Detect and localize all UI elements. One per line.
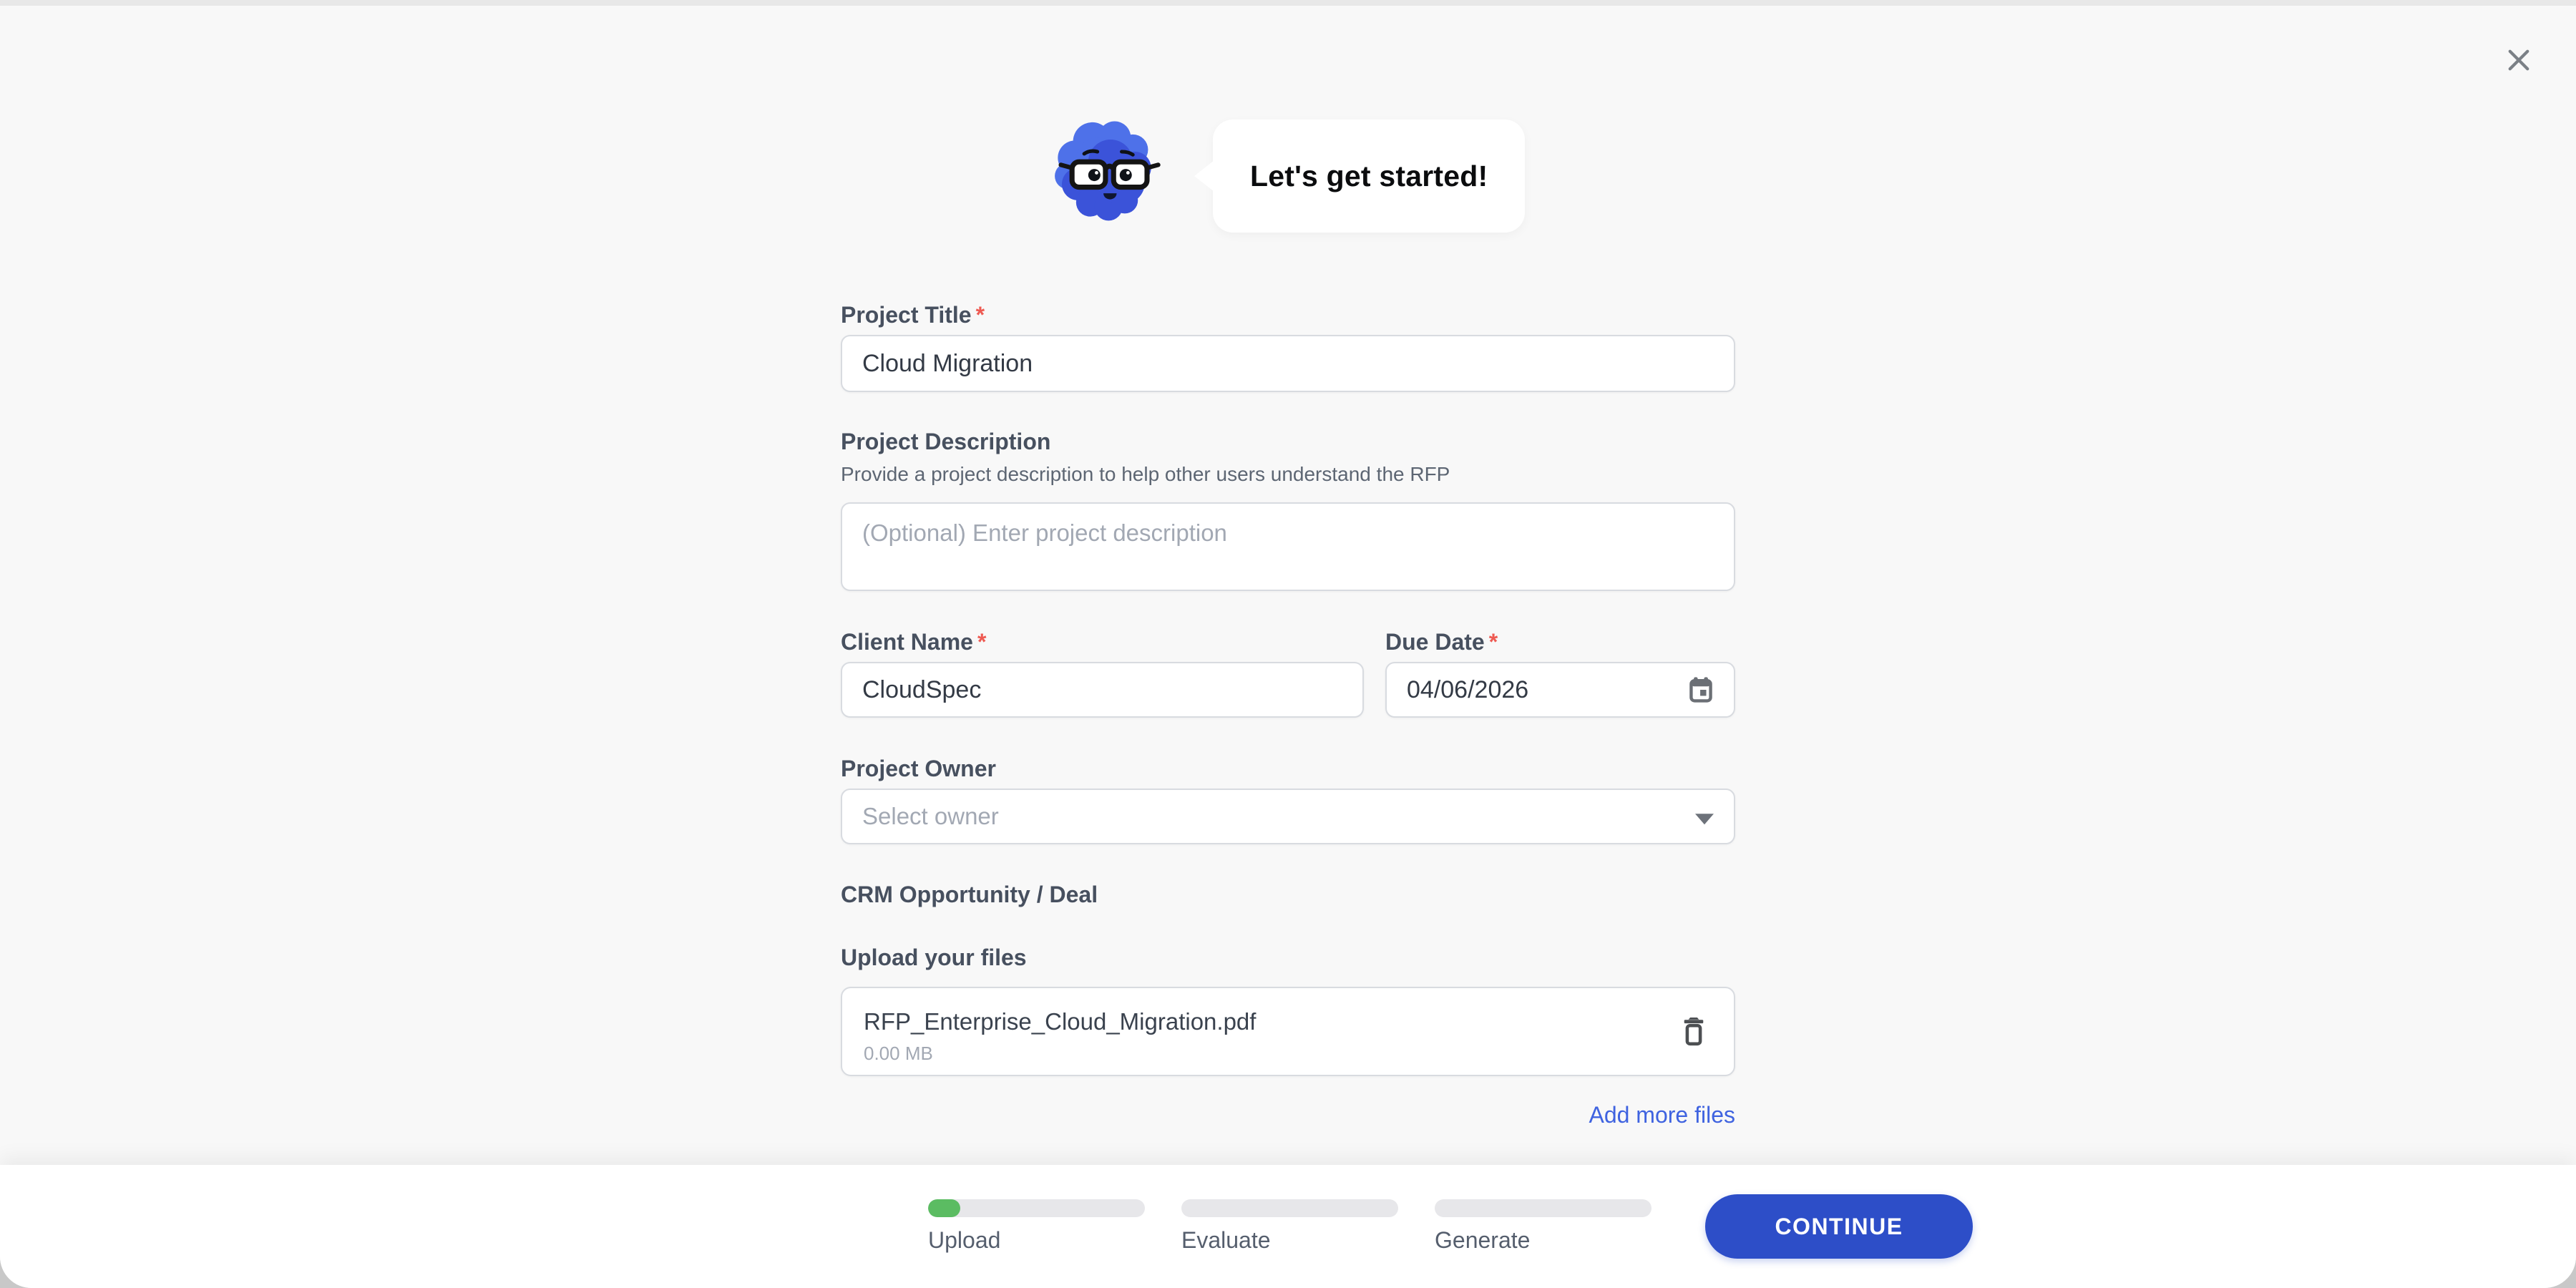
file-name: RFP_Enterprise_Cloud_Migration.pdf bbox=[864, 1008, 1257, 1035]
chevron-down-icon bbox=[1695, 814, 1714, 825]
continue-button[interactable]: CONTINUE bbox=[1705, 1194, 1973, 1259]
close-icon bbox=[2508, 49, 2529, 71]
progress-bar-upload bbox=[928, 1199, 1145, 1217]
step-label-upload: Upload bbox=[928, 1227, 1001, 1253]
project-title-input[interactable] bbox=[841, 335, 1735, 392]
step-upload: Upload bbox=[928, 1199, 1145, 1254]
required-asterisk: * bbox=[975, 302, 985, 328]
progress-steps: Upload Evaluate Generate bbox=[928, 1199, 1652, 1254]
upload-files-label: Upload your files bbox=[841, 945, 1027, 970]
project-owner-select[interactable]: Select owner bbox=[841, 789, 1735, 844]
crm-opportunity-label: CRM Opportunity / Deal bbox=[841, 882, 1098, 907]
progress-fill bbox=[928, 1199, 961, 1217]
close-button[interactable] bbox=[2496, 37, 2542, 83]
due-date-label: Due Date * bbox=[1385, 629, 1498, 655]
mascot-illustration bbox=[1055, 121, 1161, 221]
footer-bar: Upload Evaluate Generate CONTINUE bbox=[0, 1165, 2576, 1288]
project-description-input[interactable] bbox=[841, 502, 1735, 591]
project-title-label: Project Title * bbox=[841, 302, 985, 328]
project-description-helper: Provide a project description to help ot… bbox=[841, 463, 1450, 485]
client-date-row: Client Name* Due Date* bbox=[841, 629, 1735, 718]
step-label-evaluate: Evaluate bbox=[1181, 1227, 1271, 1253]
mascot-face bbox=[1058, 149, 1161, 200]
file-size: 0.00 MB bbox=[864, 1043, 933, 1064]
project-owner-label: Project Owner bbox=[841, 756, 996, 781]
calendar-icon[interactable] bbox=[1685, 674, 1717, 706]
add-more-files-link[interactable]: Add more files bbox=[1589, 1102, 1735, 1128]
progress-bar-evaluate bbox=[1181, 1199, 1398, 1217]
client-name-label: Client Name * bbox=[841, 629, 987, 655]
uploaded-file-card: RFP_Enterprise_Cloud_Migration.pdf 0.00 … bbox=[841, 987, 1735, 1076]
trash-icon bbox=[1684, 1017, 1704, 1045]
progress-bar-generate bbox=[1435, 1199, 1652, 1217]
greeting-text: Let's get started! bbox=[1250, 159, 1488, 192]
required-asterisk: * bbox=[977, 629, 987, 655]
due-date-input[interactable] bbox=[1385, 662, 1735, 718]
project-owner-placeholder: Select owner bbox=[862, 803, 999, 829]
project-description-label: Project Description bbox=[841, 429, 1051, 454]
assistant-hero: Let's get started! bbox=[841, 115, 1735, 237]
speech-bubble: Let's get started! bbox=[1213, 119, 1526, 233]
new-project-modal: Let's get started! Project Title* Projec… bbox=[0, 6, 2576, 1288]
step-generate: Generate bbox=[1435, 1199, 1652, 1254]
delete-file-button[interactable] bbox=[1674, 1012, 1714, 1052]
step-label-generate: Generate bbox=[1435, 1227, 1531, 1253]
step-evaluate: Evaluate bbox=[1181, 1199, 1398, 1254]
modal-content: Let's get started! Project Title* Projec… bbox=[841, 6, 1735, 1128]
required-asterisk: * bbox=[1488, 629, 1498, 655]
client-name-input[interactable] bbox=[841, 662, 1364, 718]
